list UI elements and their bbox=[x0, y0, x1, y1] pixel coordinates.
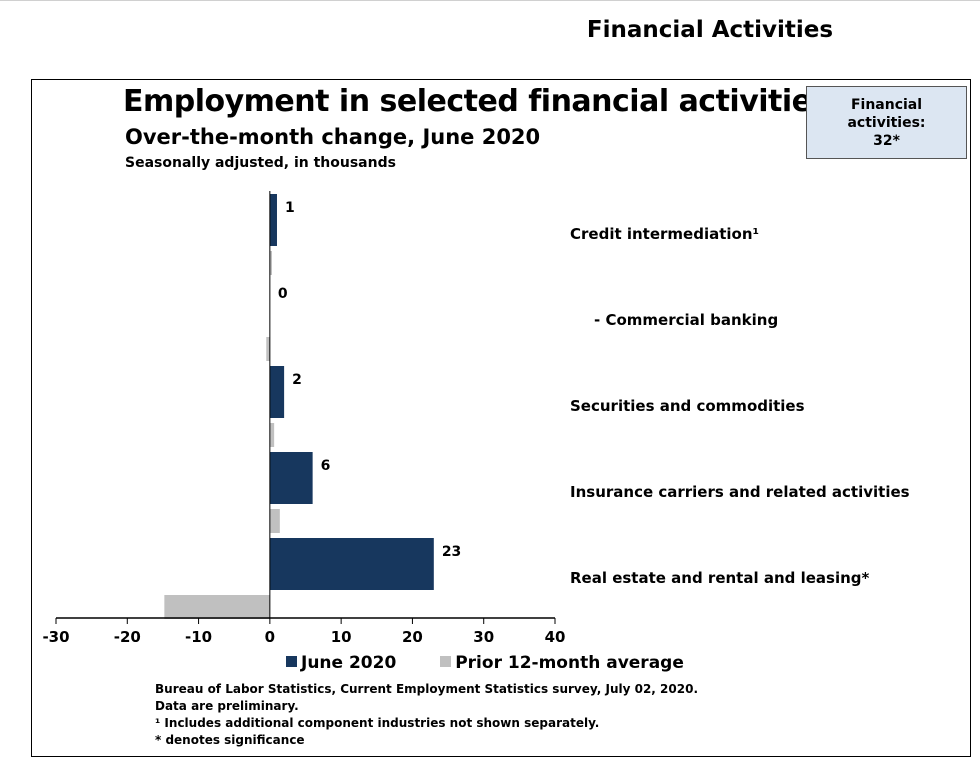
category-label-0: Credit intermediation¹ bbox=[570, 225, 759, 243]
bar-june-2020-4 bbox=[269, 538, 434, 590]
data-label-1: 0 bbox=[278, 286, 288, 302]
x-tick-label-6: 30 bbox=[473, 628, 494, 646]
chart-subtitle: Over-the-month change, June 2020 bbox=[125, 125, 541, 149]
x-tick-label-4: 10 bbox=[331, 628, 352, 646]
legend-swatch-june-2020 bbox=[286, 656, 297, 667]
legend: June 2020 Prior 12-month average bbox=[286, 653, 722, 673]
page-heading: Financial Activities bbox=[586, 17, 834, 43]
callout-line-1: Financial bbox=[850, 97, 923, 113]
footnote-components: ¹ Includes additional component industri… bbox=[155, 716, 600, 730]
footnotes: Bureau of Labor Statistics, Current Empl… bbox=[155, 681, 698, 749]
legend-label-prior-average: Prior 12-month average bbox=[455, 653, 684, 673]
data-label-4: 23 bbox=[442, 544, 461, 560]
chart-note: Seasonally adjusted, in thousands bbox=[125, 155, 396, 171]
x-tick-label-3: 0 bbox=[265, 628, 275, 646]
callout-line-2: activities: bbox=[847, 115, 926, 131]
footnote-source: Bureau of Labor Statistics, Current Empl… bbox=[155, 682, 698, 696]
bar-june-2020-3 bbox=[269, 452, 313, 504]
chart-title: Employment in selected financial activit… bbox=[123, 84, 829, 119]
bar-prior-average-4 bbox=[164, 595, 270, 619]
callout-value: 32* bbox=[873, 133, 900, 149]
category-label-3: Insurance carriers and related activitie… bbox=[570, 483, 910, 501]
x-tick-label-5: 20 bbox=[402, 628, 423, 646]
top-rule bbox=[0, 0, 980, 1]
legend-item-june-2020: June 2020 bbox=[286, 653, 396, 673]
bar-prior-average-3 bbox=[269, 509, 280, 533]
x-tick-label-2: -10 bbox=[185, 628, 212, 646]
bar-prior-average-0 bbox=[269, 251, 272, 275]
category-label-1: - Commercial banking bbox=[594, 311, 778, 329]
financial-activities-callout: Financial activities: 32* bbox=[806, 86, 967, 159]
bar-prior-average-2 bbox=[269, 423, 275, 447]
data-label-3: 6 bbox=[321, 458, 331, 474]
data-label-0: 1 bbox=[285, 200, 295, 216]
x-tick-label-1: -20 bbox=[114, 628, 141, 646]
x-tick-label-0: -30 bbox=[42, 628, 69, 646]
bar-june-2020-0 bbox=[269, 194, 277, 246]
category-label-4: Real estate and rental and leasing* bbox=[570, 569, 870, 587]
footnote-significance: * denotes significance bbox=[155, 733, 305, 747]
bar-june-2020-2 bbox=[269, 366, 285, 418]
x-tick-label-7: 40 bbox=[545, 628, 566, 646]
bar-prior-average-1 bbox=[266, 337, 270, 361]
legend-swatch-prior-average bbox=[440, 656, 452, 667]
legend-label-june-2020: June 2020 bbox=[301, 653, 397, 673]
chart-frame bbox=[31, 79, 971, 757]
footnote-preliminary: Data are preliminary. bbox=[155, 699, 299, 713]
data-label-2: 2 bbox=[292, 372, 302, 388]
category-label-2: Securities and commodities bbox=[570, 397, 805, 415]
legend-item-prior-average: Prior 12-month average bbox=[440, 653, 684, 673]
